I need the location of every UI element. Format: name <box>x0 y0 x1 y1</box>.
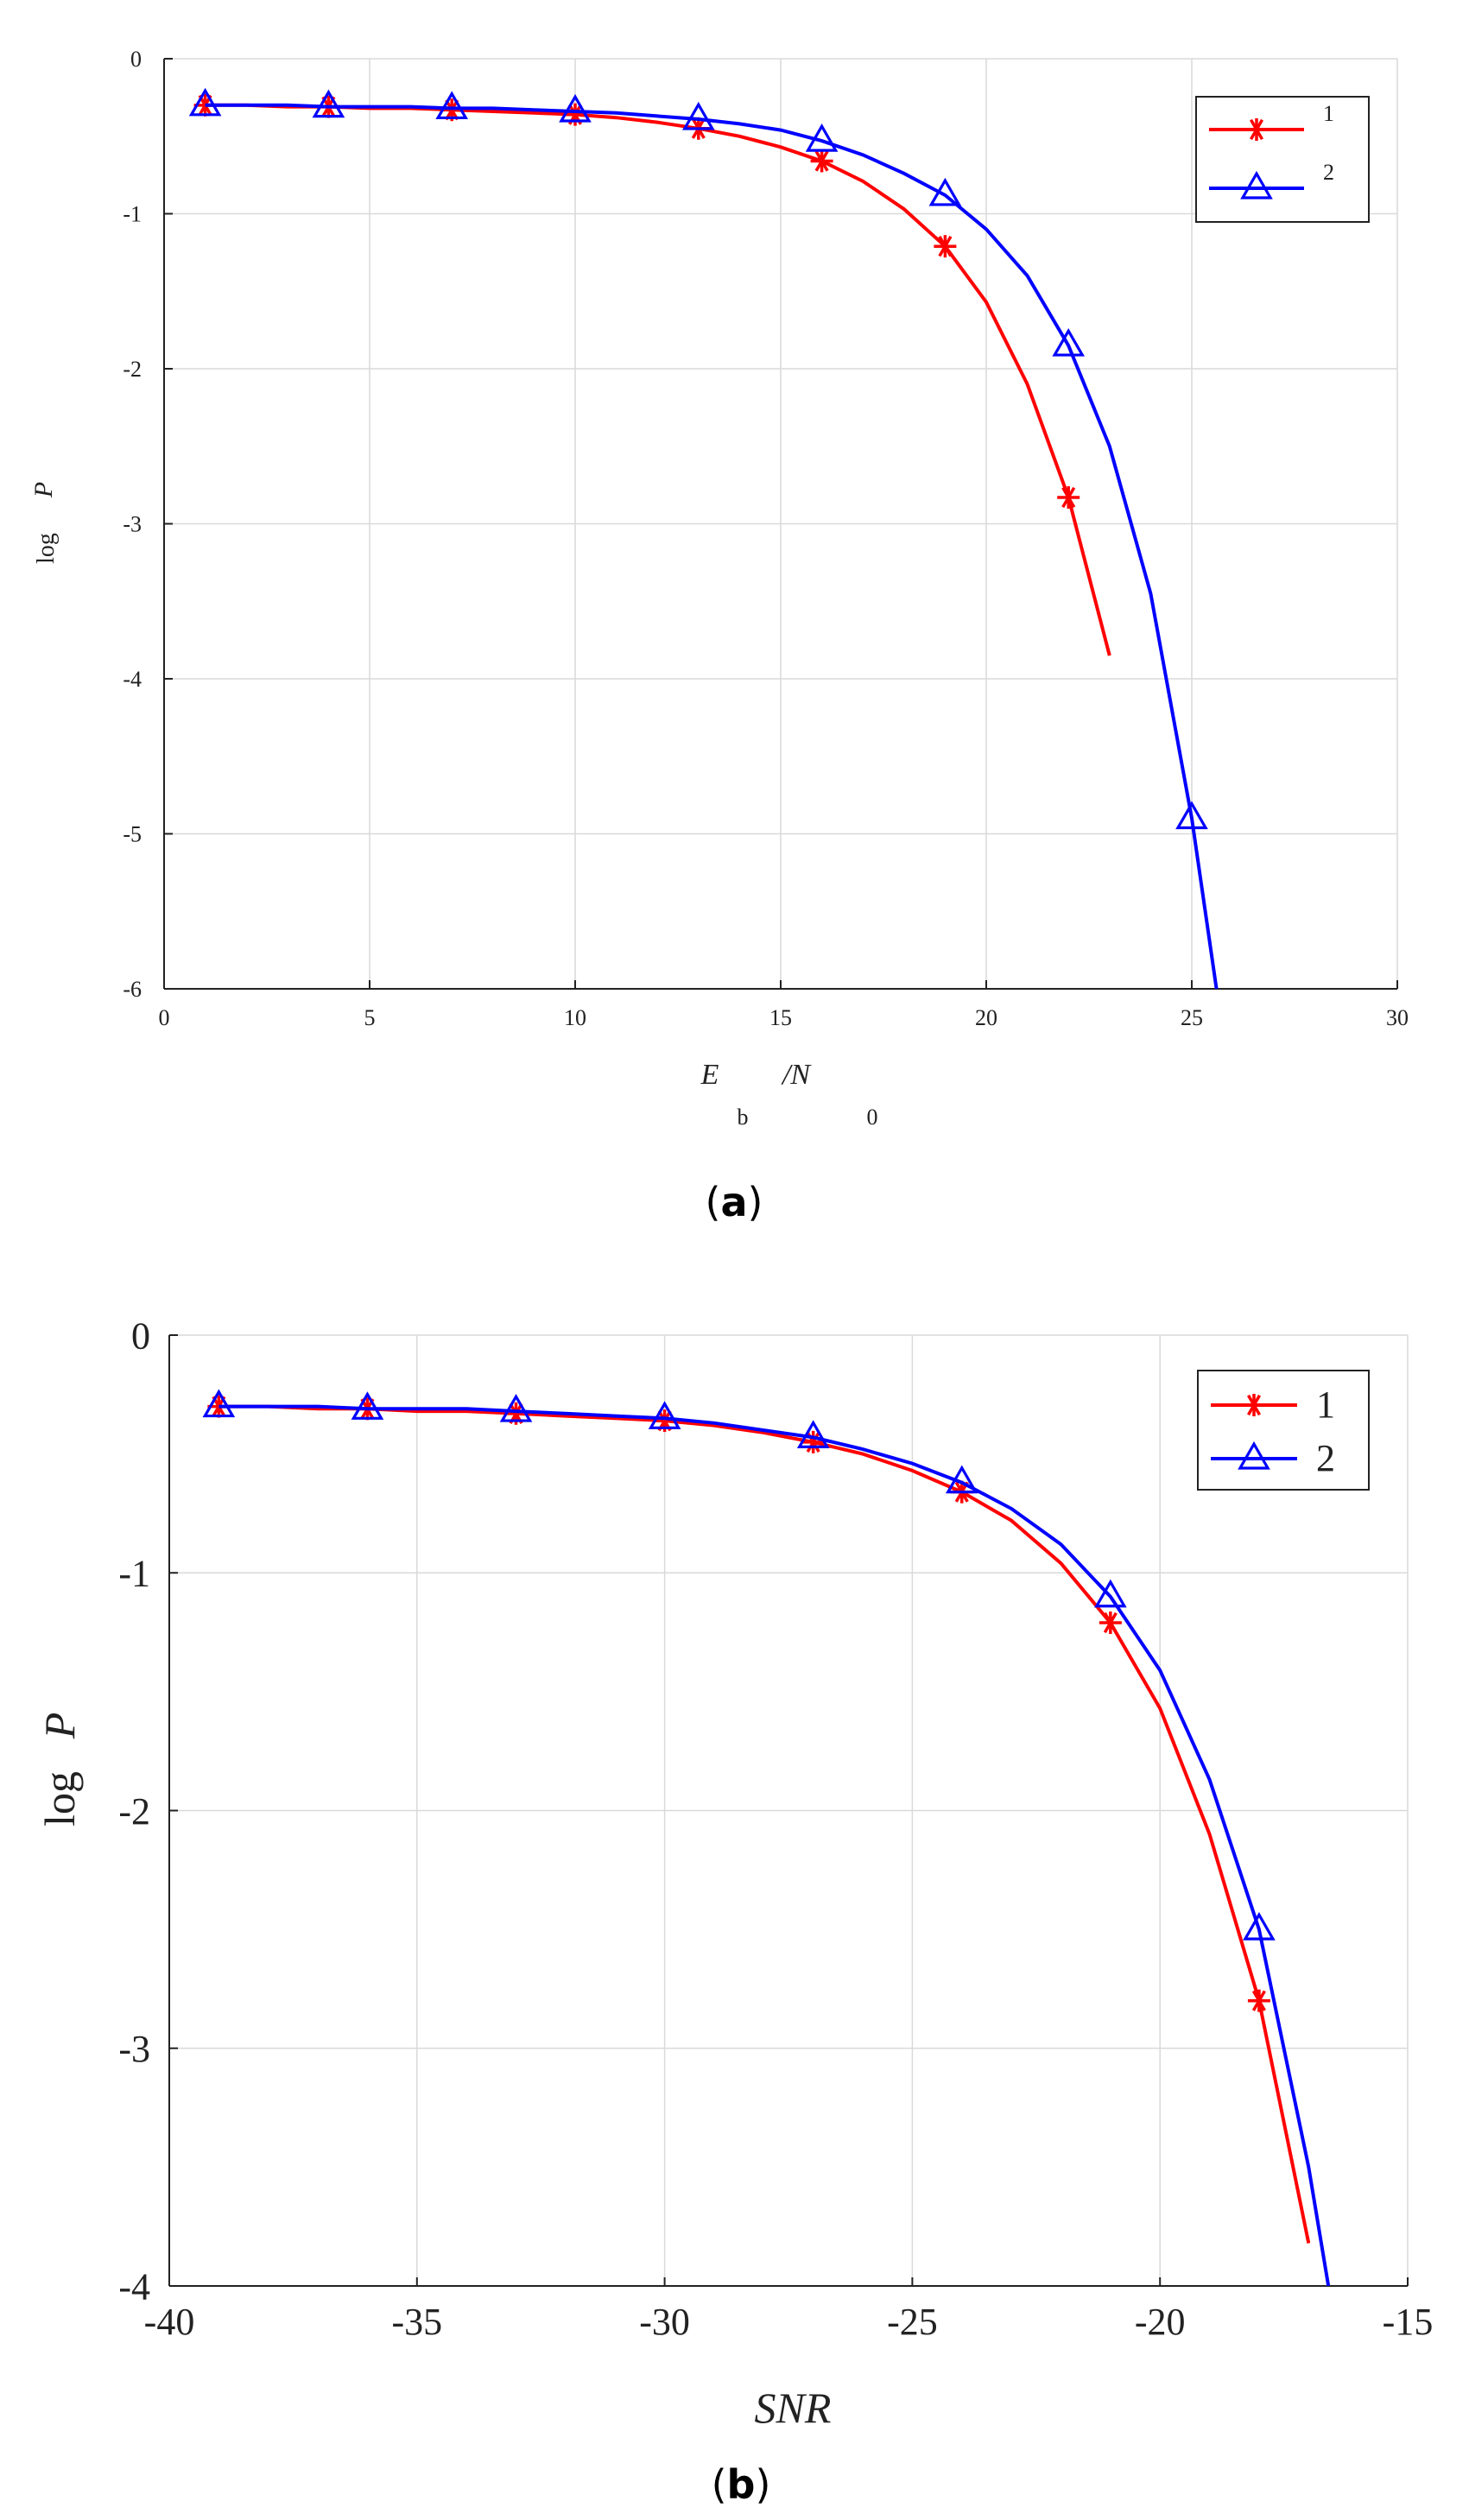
y-tick-label: -1 <box>118 1553 150 1595</box>
y-tick-label: -1 <box>123 202 142 227</box>
chart-b: -40 -35 -30 -25 -20 -150-1-2-3-4 12 log P SNR… <box>35 1314 1433 2508</box>
chart-b-xlabel: SNR <box>755 2384 832 2432</box>
series-2-marker <box>681 101 715 130</box>
x-tick-label: 10 <box>564 1005 586 1030</box>
x-tick-label: 30 <box>1386 1005 1409 1030</box>
x-tick-label: -30 <box>639 2301 690 2343</box>
series-1-line <box>218 1404 1311 2244</box>
series-1-marker <box>810 149 833 173</box>
y-tick-label: -4 <box>118 2265 150 2308</box>
series-2-marker <box>1094 1579 1127 1608</box>
series-2-marker <box>648 1401 681 1429</box>
series-2-marker <box>351 1391 384 1420</box>
x-tick-label: -20 <box>1135 2301 1186 2343</box>
legend-label: 1 <box>1316 1383 1335 1426</box>
chart-b-ticks: -40 -35 -30 -25 -20 -15 0 -1 -2 -3 -4 <box>118 1314 1433 2343</box>
legend-label: 2 <box>1323 160 1334 185</box>
series-2-marker <box>559 93 592 123</box>
series-2-marker <box>435 91 469 120</box>
y-tick-label: -4 <box>123 667 142 692</box>
chart-b-grid <box>168 1334 1409 2287</box>
series-2-marker <box>499 1393 533 1422</box>
y-tick-label: -2 <box>123 357 142 382</box>
x-tick-label: -25 <box>887 2301 938 2343</box>
series-2-line <box>205 103 1219 989</box>
y-tick-label: -3 <box>123 512 142 537</box>
chart-a-ylabel-log: log <box>33 533 60 564</box>
chart-b-caption: (b) <box>712 2461 771 2508</box>
series-2-marker <box>1175 801 1208 830</box>
chart-a-caption-letter: a <box>720 1179 747 1225</box>
series-1-marker <box>1057 485 1080 509</box>
chart-b-ylabel-log: log <box>35 1771 84 1827</box>
y-tick-label: -3 <box>118 2028 150 2070</box>
series-2-line <box>218 1404 1331 2286</box>
legend-box <box>1195 96 1370 223</box>
legend-box <box>1197 1370 1370 1491</box>
legend-marker <box>1243 1394 1265 1416</box>
series-1-marker <box>564 103 586 126</box>
y-tick-label: 0 <box>130 47 142 72</box>
series-2-marker <box>1243 1912 1276 1941</box>
legend-marker <box>1238 1440 1270 1470</box>
x-tick-label: 15 <box>769 1005 792 1030</box>
chart-a-ylabel-var: P <box>29 482 58 498</box>
legend-marker <box>1245 118 1268 141</box>
x-tick-label: 25 <box>1181 1005 1203 1030</box>
series-2-marker <box>928 177 962 206</box>
x-tick-label: 20 <box>975 1005 997 1030</box>
series-2-marker <box>945 1465 978 1494</box>
x-tick-label: 0 <box>159 1005 170 1030</box>
y-tick-label: -5 <box>123 822 142 847</box>
chart-b-ylabel-var: P <box>35 1713 84 1740</box>
chart-b-axis-labels: log P SNR <box>35 1713 831 2432</box>
series-1-marker <box>1247 1989 1270 2012</box>
y-tick-label: -6 <box>123 977 142 1002</box>
chart-a-xlabel-sub-0: 0 <box>867 1105 878 1130</box>
series-2-marker <box>796 1420 830 1448</box>
series-2-marker <box>188 87 222 117</box>
legend-label: 2 <box>1316 1437 1335 1479</box>
chart-b-legend: 12 <box>1197 1370 1370 1491</box>
x-tick-label: 5 <box>364 1005 376 1030</box>
series-1-line <box>205 103 1111 656</box>
chart-a-xlabel-e: E <box>700 1059 719 1091</box>
chart-b-series <box>202 1389 1331 2286</box>
chart-a-axis-labels: log P E b /N 0 <box>29 482 878 1130</box>
chart-a-caption: (a) <box>706 1179 763 1225</box>
series-1-marker <box>1099 1611 1122 1635</box>
y-tick-label: -2 <box>118 1790 150 1833</box>
chart-a-legend: 12 <box>1195 96 1370 223</box>
x-tick-label: -40 <box>144 2301 195 2343</box>
series-1-marker <box>934 235 957 258</box>
x-tick-label: -35 <box>391 2301 442 2343</box>
chart-b-caption-letter: b <box>727 2461 756 2508</box>
x-tick-label: -15 <box>1383 2301 1434 2343</box>
series-2-marker <box>202 1389 236 1418</box>
chart-a-xlabel-sub-b: b <box>738 1105 749 1130</box>
series-2-marker <box>805 123 839 152</box>
y-tick-label: 0 <box>131 1314 150 1357</box>
chart-a-xlabel-sep: /N <box>781 1059 812 1091</box>
series-2-marker <box>312 89 345 118</box>
legend-label: 1 <box>1323 101 1334 126</box>
chart-a-ticks: 0 5 10 15 20 25 30 0 -1 -2 -3 -4 -5 -6 <box>123 47 1409 1030</box>
chart-a-series <box>188 87 1219 989</box>
legend-marker <box>1240 170 1273 199</box>
chart-a: 0 5 10 15 20 25 300-1-2-3-4-5-6 12 log P E b /… <box>29 47 1409 1225</box>
series-2-marker <box>1052 327 1086 357</box>
